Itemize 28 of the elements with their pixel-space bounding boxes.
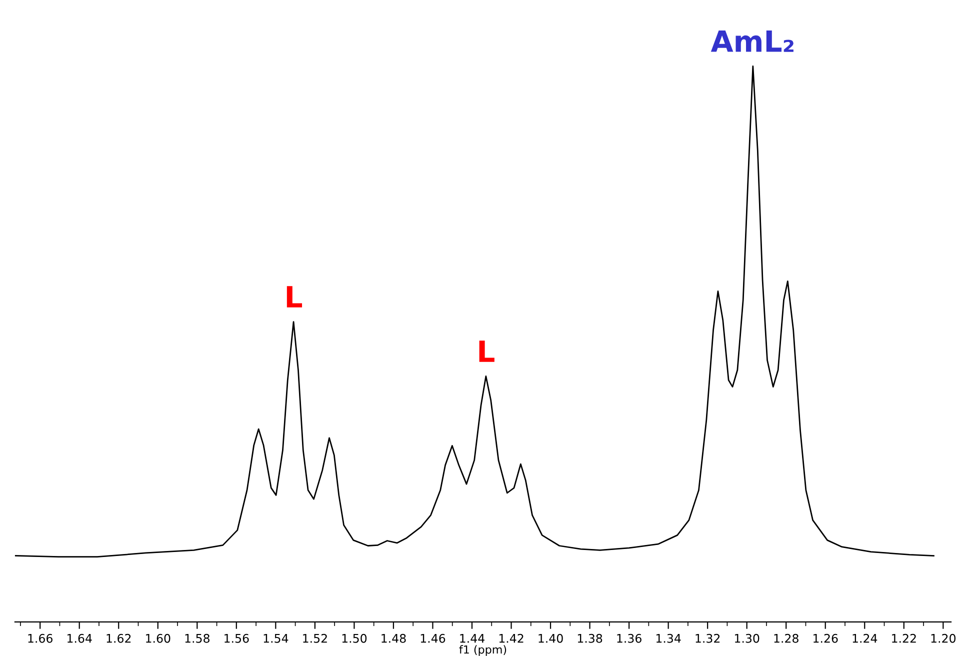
x-tick-label: 1.62	[106, 634, 131, 643]
x-tick-label: 1.36	[617, 634, 642, 643]
x-tick-label: 1.56	[224, 634, 249, 643]
x-tick-label: 1.26	[814, 634, 838, 643]
x-axis-title: f1 (ppm)	[459, 645, 506, 656]
annotation: AmL₂	[710, 30, 794, 52]
x-tick-label: 1.50	[342, 634, 367, 643]
x-tick-label: 1.28	[774, 634, 798, 643]
x-tick-label: 1.34	[656, 634, 681, 643]
x-tick-label: 1.30	[734, 634, 760, 643]
x-tick-label: 1.48	[382, 634, 406, 643]
x-tick-label: 1.38	[578, 634, 602, 643]
x-tick-label: 1.46	[420, 634, 446, 643]
x-tick-label: 1.52	[303, 634, 327, 643]
x-tick-label: 1.32	[696, 634, 720, 643]
x-tick-label: 1.20	[931, 634, 956, 643]
annotation: L	[286, 286, 302, 308]
x-tick-label: 1.58	[185, 634, 210, 643]
annotation: L	[479, 340, 494, 362]
x-tick-label: 1.42	[499, 634, 524, 643]
x-tick-label: 1.22	[892, 634, 916, 643]
x-tick-label: 1.64	[68, 634, 92, 643]
x-tick-label: 1.44	[460, 634, 484, 643]
x-tick-label: 1.66	[28, 634, 52, 643]
x-tick-label: 1.60	[146, 634, 170, 643]
x-tick-label: 1.24	[852, 634, 878, 643]
x-tick-label: 1.40	[538, 634, 563, 643]
x-tick-label: 1.54	[264, 634, 288, 643]
